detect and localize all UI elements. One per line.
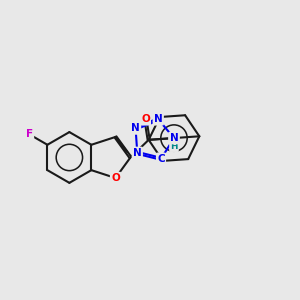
Text: C: C [157,154,165,164]
Text: H: H [170,142,178,151]
Text: O: O [111,173,120,183]
Text: N: N [169,133,178,143]
Text: F: F [26,129,33,140]
Text: N: N [154,114,163,124]
Text: N: N [169,133,178,143]
Text: N: N [133,148,142,158]
Text: N: N [131,124,140,134]
Text: O: O [141,114,150,124]
